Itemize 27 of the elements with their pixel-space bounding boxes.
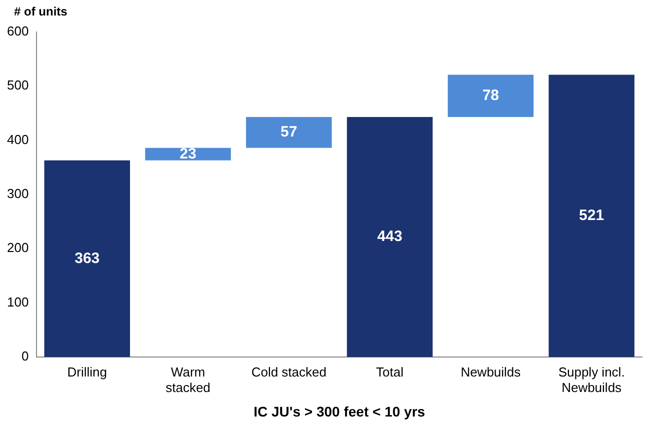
x-tick-label: Drilling (67, 364, 107, 380)
y-axis-title: # of units (14, 4, 68, 18)
bar (548, 74, 634, 357)
y-tick-label: 200 (6, 240, 29, 256)
y-tick-label: 600 (6, 24, 29, 39)
data-label: 23 (180, 145, 196, 162)
x-tick-label: Newbuilds (460, 364, 522, 380)
x-tick-label: Cold stacked (251, 364, 326, 380)
bar (246, 117, 332, 148)
y-tick-label: 100 (6, 294, 29, 310)
y-tick-label: 0 (21, 348, 29, 364)
x-tick-label: Total (376, 364, 404, 380)
bar (346, 117, 433, 357)
data-label: 57 (280, 124, 298, 141)
bar (145, 148, 231, 160)
y-tick-label: 400 (6, 132, 29, 147)
bar (448, 74, 534, 118)
x-tick-label: Supply incl. Newbuilds (558, 364, 625, 395)
data-label: 521 (579, 207, 604, 224)
data-label: 363 (74, 250, 100, 267)
x-tick-label: Warm stacked (166, 364, 210, 395)
data-label: 443 (377, 228, 402, 246)
y-tick-label: 300 (6, 186, 29, 202)
x-axis-title: IC JU's > 300 feet < 10 yrs (254, 403, 426, 420)
y-tick-label: 500 (6, 78, 29, 93)
data-label: 78 (482, 87, 500, 104)
bar (44, 160, 130, 357)
